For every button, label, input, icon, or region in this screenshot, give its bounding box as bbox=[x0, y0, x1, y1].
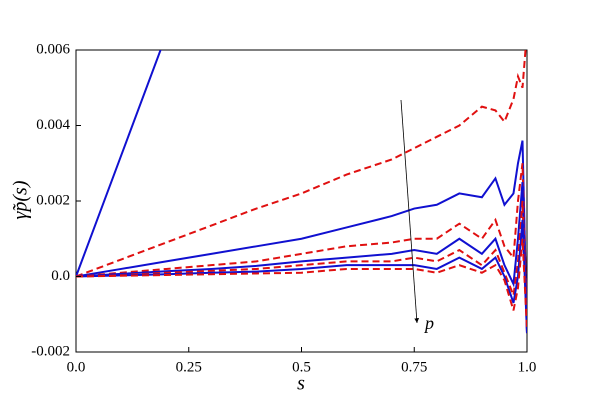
y-tick-label: -0.002 bbox=[31, 343, 70, 359]
series-line bbox=[76, 140, 527, 334]
x-tick-label: 0.25 bbox=[176, 359, 202, 375]
series-line bbox=[76, 50, 527, 278]
x-tick-label: 0.5 bbox=[292, 359, 311, 375]
x-tick-label: 0.0 bbox=[67, 359, 86, 375]
series-line bbox=[76, 182, 527, 330]
series-line bbox=[76, 238, 527, 330]
y-tick-label: 0.004 bbox=[36, 117, 70, 133]
y-axis-label: γ̃p(s) bbox=[10, 180, 32, 219]
x-tick-label: 0.75 bbox=[401, 359, 427, 375]
x-tick-label: 1.0 bbox=[518, 359, 537, 375]
arrow bbox=[400, 99, 420, 324]
y-tick-label: 0.002 bbox=[36, 192, 70, 208]
series-line bbox=[76, 219, 527, 334]
y-tick-label: 0.0 bbox=[51, 268, 70, 284]
series-line bbox=[76, 50, 162, 277]
series-line bbox=[76, 200, 527, 334]
y-tick-label: 0.006 bbox=[36, 41, 70, 57]
series-line bbox=[76, 163, 527, 322]
lines bbox=[76, 50, 527, 334]
x-axis-label: s bbox=[297, 373, 305, 395]
annotation: p bbox=[423, 313, 434, 333]
